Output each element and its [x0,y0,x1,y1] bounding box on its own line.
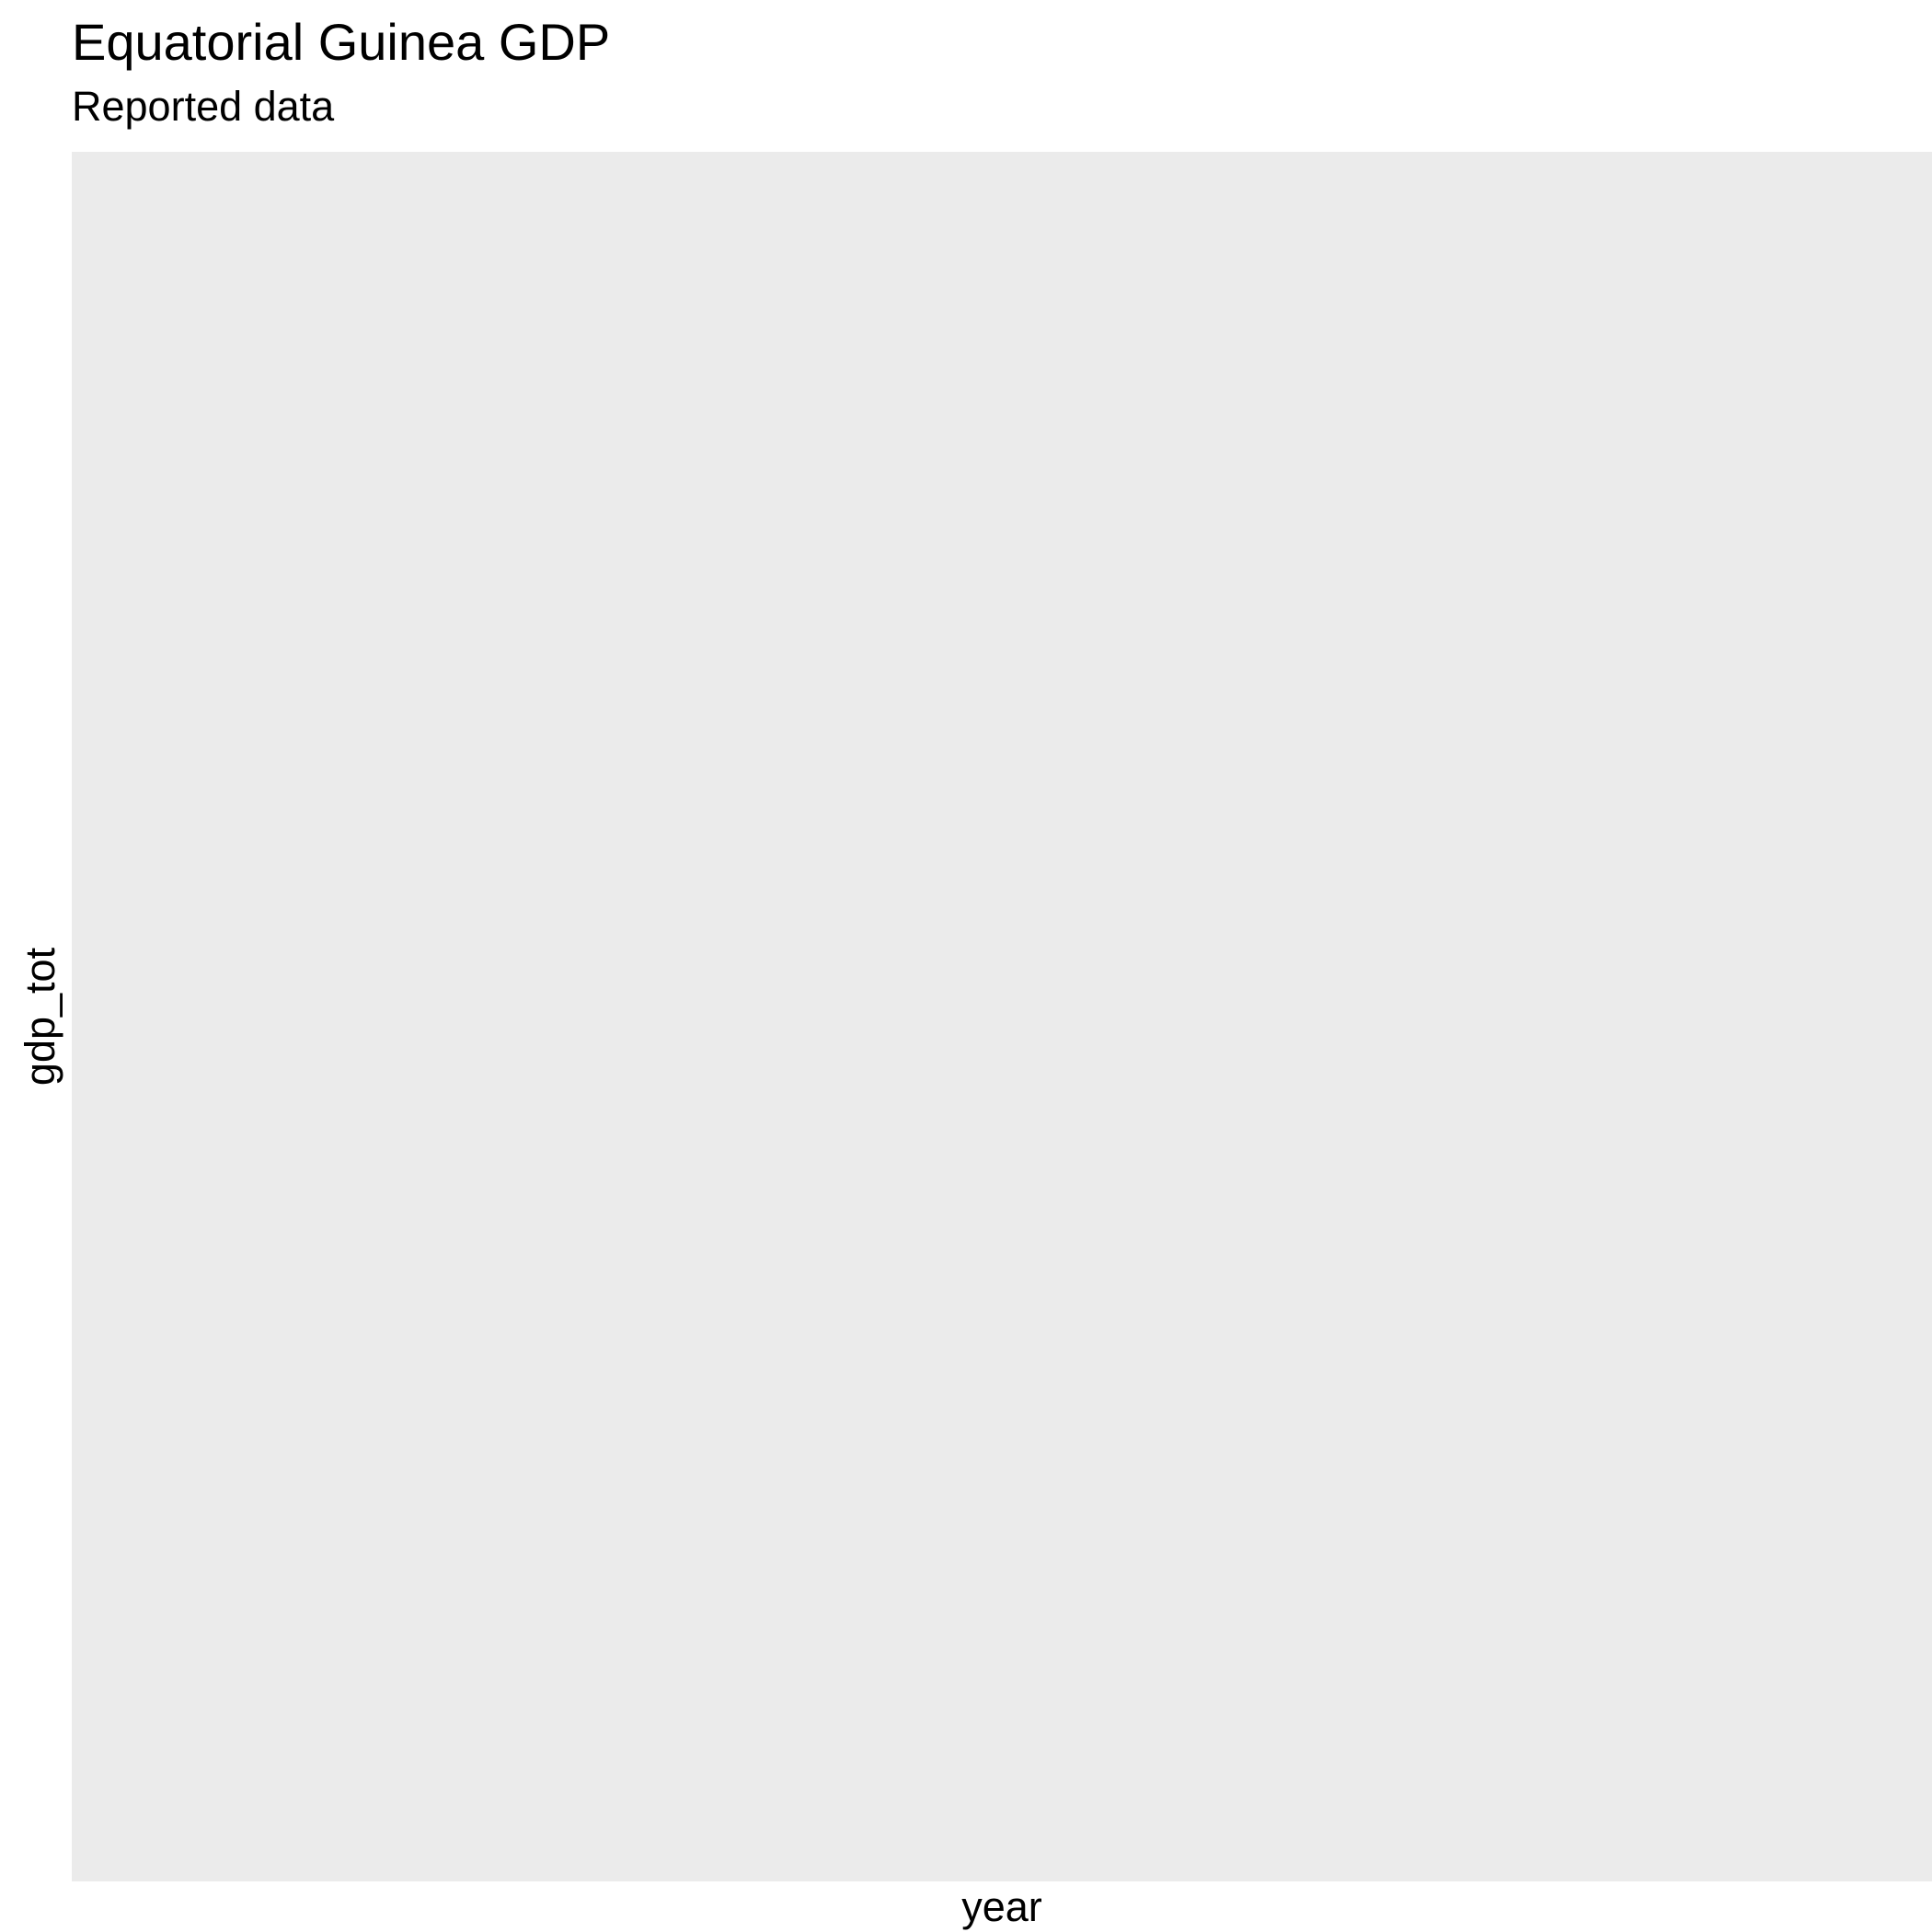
x-axis-label: year [961,1883,1042,1930]
y-axis-label: gdp_tot [17,947,63,1087]
plot-area [72,152,1932,1881]
plot-panel [72,152,1932,1881]
chart-subtitle: Reported data [72,83,335,130]
chart-title: Equatorial Guinea GDP [72,13,611,71]
